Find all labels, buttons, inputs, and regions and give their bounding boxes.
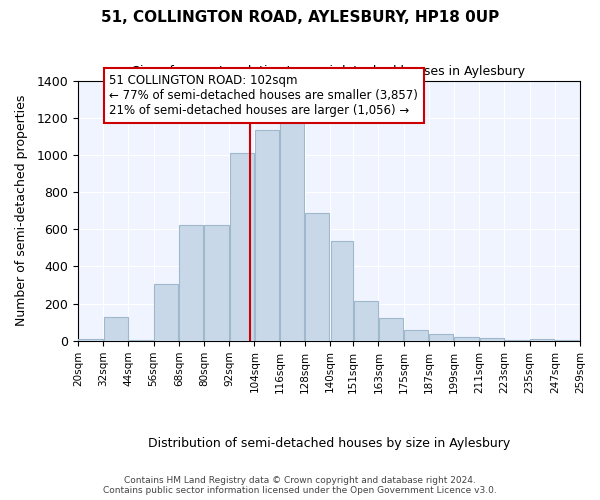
Text: 51, COLLINGTON ROAD, AYLESBURY, HP18 0UP: 51, COLLINGTON ROAD, AYLESBURY, HP18 0UP [101, 10, 499, 25]
Bar [379, 318, 403, 340]
X-axis label: Distribution of semi-detached houses by size in Aylesbury: Distribution of semi-detached houses by … [148, 437, 510, 450]
Bar [305, 214, 329, 340]
Bar [331, 242, 353, 340]
Bar [79, 339, 103, 340]
Bar [429, 334, 454, 340]
Bar [255, 130, 279, 340]
Bar [454, 337, 479, 340]
Bar [104, 316, 128, 340]
Title: Size of property relative to semi-detached houses in Aylesbury: Size of property relative to semi-detach… [133, 65, 526, 78]
Bar [404, 330, 428, 340]
Bar [479, 338, 504, 340]
Y-axis label: Number of semi-detached properties: Number of semi-detached properties [15, 95, 28, 326]
Text: Contains HM Land Registry data © Crown copyright and database right 2024.
Contai: Contains HM Land Registry data © Crown c… [103, 476, 497, 495]
Bar [230, 153, 254, 340]
Bar [280, 124, 304, 340]
Bar [179, 226, 203, 340]
Bar [353, 301, 378, 341]
Bar [154, 284, 178, 341]
Bar [530, 339, 554, 340]
Text: 51 COLLINGTON ROAD: 102sqm
← 77% of semi-detached houses are smaller (3,857)
21%: 51 COLLINGTON ROAD: 102sqm ← 77% of semi… [109, 74, 418, 117]
Bar [205, 226, 229, 340]
